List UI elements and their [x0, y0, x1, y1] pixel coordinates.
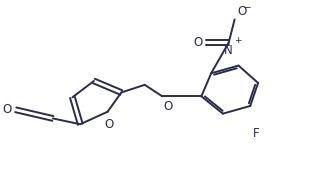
Text: O: O: [193, 36, 202, 49]
Text: −: −: [243, 3, 252, 13]
Text: O: O: [3, 103, 12, 116]
Text: +: +: [234, 36, 241, 45]
Text: O: O: [163, 100, 173, 113]
Text: F: F: [253, 127, 259, 140]
Text: O: O: [104, 118, 113, 131]
Text: O: O: [238, 5, 247, 17]
Text: N: N: [224, 44, 233, 57]
